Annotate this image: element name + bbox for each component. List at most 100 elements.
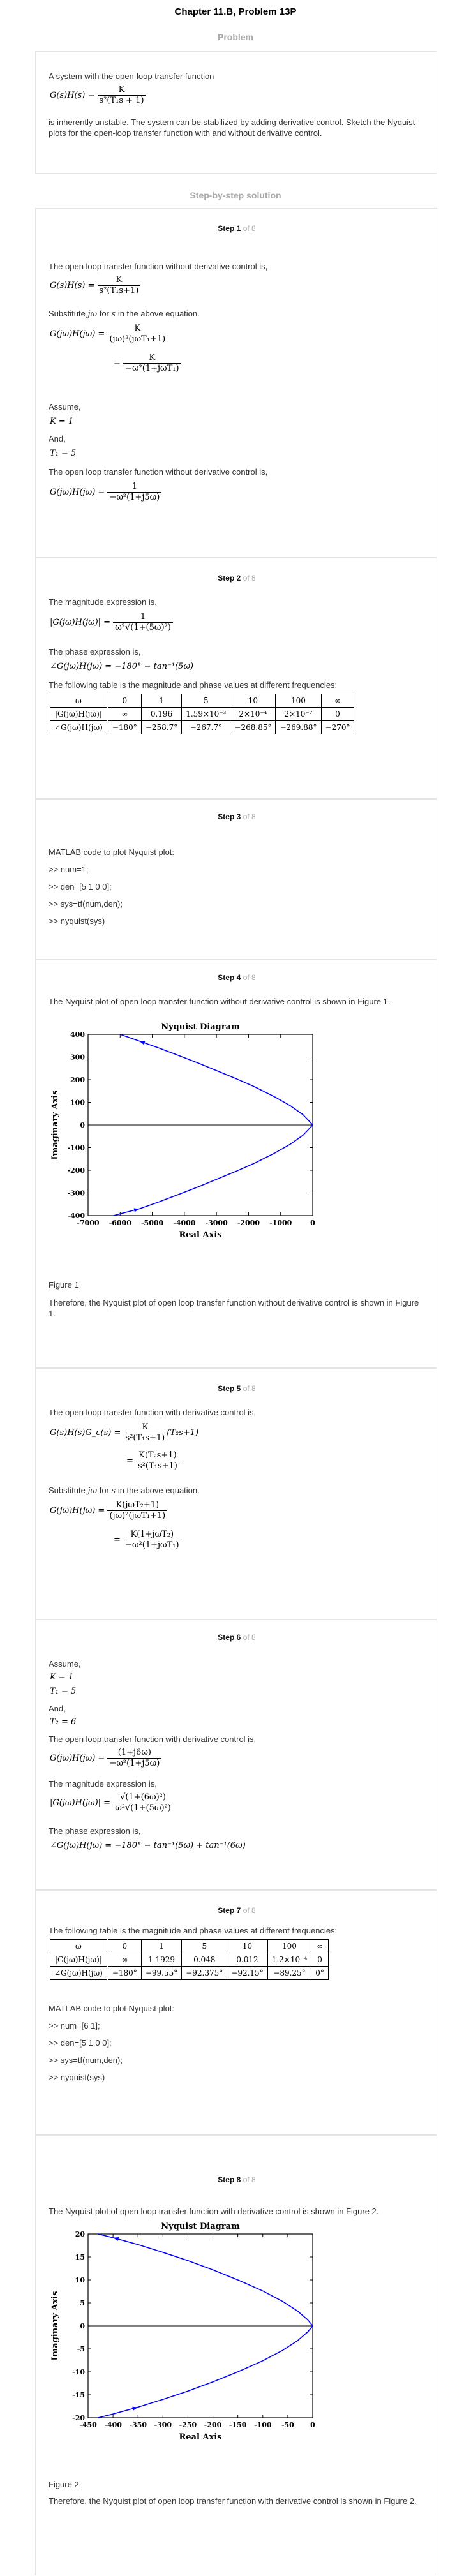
eq-num: K (123, 353, 181, 364)
sub-e: in the above equation. (117, 309, 200, 318)
table-row: ∠G(jω)H(jω) −180° −258.7° −267.7° −268.85° −2… (50, 720, 355, 734)
step-5-heading: Step 5 of 8 (36, 1384, 438, 1393)
eq-num: K(jωT₂+1) (107, 1500, 168, 1511)
sub-a: Substitute (49, 309, 86, 318)
y-tick-label: -200 (67, 1166, 85, 1175)
problem-tf-den: s²(T₁s + 1) (99, 96, 144, 105)
step-word: Step (218, 1384, 235, 1393)
eq-den: −ω²(1+jωT₁) (125, 1540, 179, 1550)
eq-num: 1 (107, 482, 162, 493)
direction-arrow (139, 1041, 146, 1045)
x-tick-label: -200 (204, 2421, 222, 2429)
table-cell: |G(jω)H(jω)| (50, 1953, 108, 1967)
x-tick-label: -1000 (269, 1219, 292, 1227)
table-cell: −269.88° (275, 720, 322, 734)
x-tick-label: -350 (129, 2421, 147, 2429)
figure-2-caption: Figure 2 (49, 2480, 79, 2489)
eq-num: K(T₂s+1) (136, 1450, 179, 1461)
step-2-magnitude: |G(jω)H(jω)| = 1 ω²√(1+(5ω)²) (50, 612, 173, 633)
step-8-text-1: The Nyquist plot of open loop transfer f… (49, 2207, 379, 2216)
table-cell: 0.048 (181, 1953, 228, 1967)
code-line: >> den=[5 1 0 0]; (49, 882, 112, 891)
problem-card: A system with the open-loop transfer fun… (35, 51, 437, 174)
sub-d: s (111, 1486, 116, 1496)
table-cell: ∞ (320, 694, 355, 708)
y-tick-label: 10 (75, 2276, 86, 2284)
step-of: of 8 (243, 224, 256, 233)
y-tick-label: 100 (70, 1099, 85, 1107)
step-1-heading: Step 1 of 8 (36, 224, 438, 233)
step-8-heading: Step 8 of 8 (36, 2175, 438, 2184)
eq-num: √(1+(6ω)²) (113, 1792, 173, 1803)
step-word: Step (218, 1633, 235, 1642)
direction-arrow (113, 2237, 119, 2241)
eq-num: K (97, 275, 141, 286)
step-6-eq-1: G(jω)H(jω) = (1+j6ω) −ω²(1+j5ω) (50, 1748, 162, 1769)
y-tick-label: 15 (75, 2253, 85, 2261)
step-1-eq-2: G(jω)H(jω) = K (jω)²(jωT₁+1) (50, 324, 168, 345)
table-cell: 0 (320, 707, 355, 721)
table-cell: ∞ (107, 1953, 142, 1967)
step-word: Step (218, 1906, 235, 1915)
step-number: 6 (236, 1633, 241, 1642)
table-cell: 2×10⁻⁴ (230, 707, 276, 721)
step-7-card: Step 7 of 8 The following table is the m… (35, 1890, 437, 2135)
eq-lhs: = (114, 359, 121, 368)
table-cell: ω (50, 694, 108, 708)
step-1-t1-value: T₁ = 5 (50, 449, 77, 458)
step-6-t1-value: T₁ = 5 (50, 1686, 77, 1696)
table-cell: −92.375° (181, 1966, 228, 1980)
table-cell: 5 (181, 1939, 228, 1953)
step-2-heading: Step 2 of 8 (36, 574, 438, 583)
sub-b: jω (87, 1486, 98, 1496)
sub-a: Substitute (49, 1485, 86, 1495)
step-2-table: ω 0 1 5 10 100 ∞ |G(jω)H(jω)| ∞ 0.196 1.59×10⁻³ 2×… (50, 694, 355, 734)
step-7-table: ω 0 1 5 10 100 ∞ |G(jω)H(jω)| ∞ 1.1929 0.048 0.012… (50, 1939, 329, 1980)
x-tick-label: -300 (154, 2421, 172, 2429)
step-number: 7 (236, 1906, 241, 1915)
step-8-card: Step 8 of 8 The Nyquist plot of open loo… (35, 2135, 437, 2575)
x-tick-label: 0 (310, 1219, 315, 1227)
y-tick-label: 5 (80, 2299, 85, 2307)
eq-lhs: G(s)H(s) = (50, 281, 95, 290)
step-5-eq-4: = K(1+jωT₂) −ω²(1+jωT₁) (114, 1530, 181, 1551)
table-cell: −258.7° (140, 720, 183, 734)
table-header-row: ω 0 1 5 10 100 ∞ (50, 1939, 329, 1953)
step-6-phase: ∠G(jω)H(jω) = −180° − tan⁻¹(5ω) + tan⁻¹(… (50, 1841, 246, 1850)
step-6-card: Step 6 of 8 Assume, K = 1 T₁ = 5 And, T₂… (35, 1619, 437, 1890)
table-cell: ∠G(jω)H(jω) (50, 720, 108, 734)
step-5-card: Step 5 of 8 The open loop transfer funct… (35, 1368, 437, 1619)
chart-title: Nyquist Diagram (161, 1022, 240, 1032)
step-word: Step (218, 812, 235, 821)
y-tick-label: 200 (70, 1076, 85, 1084)
sub-c: for (99, 1485, 109, 1495)
eq-lhs: |G(jω)H(jω)| = (50, 618, 111, 627)
table-cell: −180° (107, 720, 142, 734)
x-tick-label: -150 (229, 2421, 247, 2429)
table-cell: ω (50, 1939, 108, 1953)
x-axis-label: Real Axis (179, 2432, 221, 2442)
step-2-text-3: The following table is the magnitude and… (49, 680, 338, 690)
eq-tail: (T₂s+1) (167, 1428, 199, 1438)
eq-lhs: = (126, 1456, 133, 1466)
step-1-eq-4: G(jω)H(jω) = 1 −ω²(1+j5ω) (50, 482, 162, 503)
step-word: Step (218, 224, 235, 233)
step-of: of 8 (243, 812, 256, 821)
y-tick-label: -400 (67, 1212, 85, 1220)
code-line: >> num=[6 1]; (49, 2021, 100, 2030)
nyquist-curve (113, 1034, 314, 1216)
step-2-card: Step 2 of 8 The magnitude expression is,… (35, 558, 437, 799)
eq-num: 1 (113, 612, 173, 623)
step-4-card: Step 4 of 8 The Nyquist plot of open loo… (35, 960, 437, 1368)
eq-lhs: G(jω)H(jω) = (50, 329, 105, 339)
step-3-heading: Step 3 of 8 (36, 812, 438, 821)
step-5-eq-2: = K(T₂s+1) s²(T₁s+1) (126, 1450, 179, 1471)
step-5-substitute: Substitute jω for s in the above equatio… (49, 1485, 200, 1496)
step-of: of 8 (243, 973, 256, 982)
y-tick-label: -10 (72, 2368, 85, 2376)
eq-den: −ω²(1+j5ω) (109, 493, 160, 502)
table-cell: 1 (140, 694, 183, 708)
